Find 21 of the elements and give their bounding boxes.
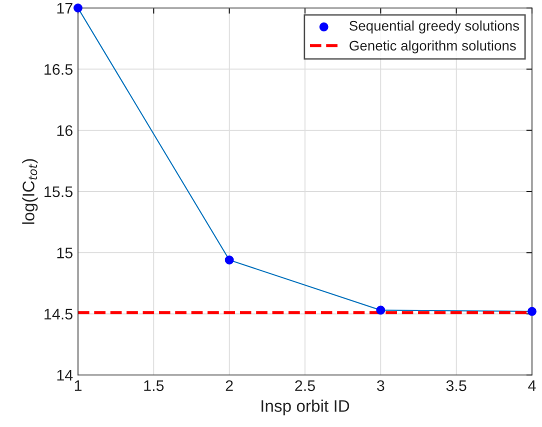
x-tick-label: 1	[74, 380, 82, 391]
x-tick-label: 2	[226, 380, 233, 391]
point	[376, 306, 386, 315]
y-axis-title: log(IC$_{tot}$)	[22, 159, 38, 224]
y-tick-label: 14	[57, 370, 73, 381]
y-tick-label: 15.5	[44, 186, 72, 198]
x-tick-label: 2.5	[295, 380, 315, 392]
x-tick-label: 4	[528, 380, 536, 391]
y-tick-label: 17	[57, 3, 72, 14]
legend-label: Sequential greedy solutions	[350, 20, 520, 34]
y-tick-label: 16.5	[44, 64, 72, 75]
legend-label: Genetic algorithm solutions	[350, 40, 516, 54]
x-tick-label: 3	[377, 380, 384, 392]
y-tick-label: 14.5	[44, 308, 72, 320]
x-tick-label: 1.5	[144, 380, 164, 392]
y-tick-label: 16	[57, 125, 72, 136]
point	[224, 256, 234, 265]
x-tick-label: 3.5	[446, 380, 466, 392]
x-axis-title: Insp orbit ID	[262, 400, 350, 416]
y-tick-label: 15	[57, 248, 72, 258]
point	[528, 306, 536, 316]
